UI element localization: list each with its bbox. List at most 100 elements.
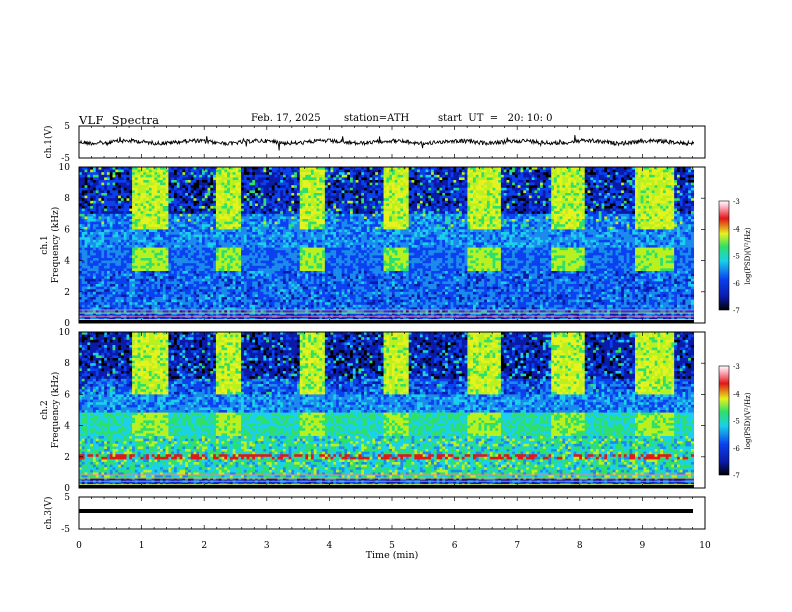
spectrogram-cell xyxy=(154,221,158,225)
spectrogram-cell xyxy=(115,273,119,277)
spectrogram-cell xyxy=(118,172,122,176)
spectrogram-cell xyxy=(84,255,88,259)
spectrogram-cell xyxy=(174,211,178,215)
spectrogram-cell xyxy=(277,312,281,316)
spectrogram-cell xyxy=(129,284,133,287)
spectrogram-cell xyxy=(176,221,180,225)
spectrogram-cell xyxy=(109,237,113,241)
spectrogram-cell xyxy=(269,237,273,241)
spectrogram-cell xyxy=(193,203,197,207)
spectrogram-cell xyxy=(280,302,284,306)
spectrogram-cell xyxy=(98,291,102,295)
spectrogram-cell xyxy=(210,310,214,313)
spectrogram-cell xyxy=(176,237,180,241)
spectrogram-cell xyxy=(252,265,256,269)
spectrogram-cell xyxy=(137,252,141,256)
spectrogram-cell xyxy=(218,182,222,186)
spectrogram-cell xyxy=(199,221,203,225)
spectrogram-cell xyxy=(229,278,233,282)
spectrogram-cell xyxy=(143,294,147,298)
spectrogram-cell xyxy=(134,242,138,246)
spectrogram-cell xyxy=(132,271,136,274)
spectrogram-cell xyxy=(210,250,214,254)
spectrogram-cell xyxy=(157,172,161,176)
spectrogram-cell xyxy=(109,172,113,176)
spectrogram-cell xyxy=(285,187,289,191)
spectrogram-cell xyxy=(179,200,183,204)
spectrogram-cell xyxy=(193,229,197,233)
spectrogram-cell xyxy=(90,211,94,215)
spectrogram-cell xyxy=(291,255,295,259)
spectrogram-cell xyxy=(271,174,275,178)
spectrogram-cell xyxy=(104,177,108,181)
spectrogram-cell xyxy=(288,297,292,300)
spectrogram-cell xyxy=(157,213,161,217)
spectrogram-cell xyxy=(84,247,88,251)
spectrogram-cell xyxy=(196,250,200,254)
spectrogram-cell xyxy=(137,224,141,228)
spectrogram-cell xyxy=(165,177,169,181)
spectrogram-cell xyxy=(241,291,245,295)
spectrogram-cell xyxy=(199,211,203,215)
spectrogram-cell xyxy=(185,177,189,181)
spectrogram-cell xyxy=(109,198,113,202)
spectrogram-cell xyxy=(79,213,83,217)
spectrogram-cell xyxy=(302,250,306,254)
spectrogram-cell xyxy=(185,206,189,209)
spectrogram-cell xyxy=(207,294,211,298)
spectrogram-cell xyxy=(101,278,105,282)
spectrogram-cell xyxy=(140,273,144,277)
spectrogram-cell xyxy=(257,281,261,285)
spectrogram-cell xyxy=(146,268,150,272)
spectrogram-cell xyxy=(215,208,220,212)
spectrogram-cell xyxy=(132,310,136,313)
spectrogram-cell xyxy=(132,258,136,261)
spectrogram-cell xyxy=(146,195,150,199)
spectrogram-cell xyxy=(162,265,166,269)
spectrogram-cell xyxy=(95,297,99,300)
spectrogram-cell xyxy=(101,310,105,313)
spectrogram-cell xyxy=(199,289,203,293)
spectrogram-cell xyxy=(132,211,136,215)
spectrogram-cell xyxy=(196,221,200,225)
spectrogram-cell xyxy=(291,245,295,248)
spectrogram-cell xyxy=(246,180,250,183)
spectrogram-cell xyxy=(132,250,136,254)
spectrogram-cell xyxy=(118,174,122,178)
spectrogram-cell xyxy=(151,273,155,277)
spectrogram-cell xyxy=(84,258,88,261)
spectrogram-cell xyxy=(232,245,236,248)
spectrogram-cell xyxy=(299,239,303,243)
spectrogram-cell xyxy=(112,291,116,295)
spectrogram-cell xyxy=(282,255,287,259)
spectrogram-cell xyxy=(123,247,127,251)
spectrogram-cell xyxy=(302,200,306,204)
spectrogram-cell xyxy=(269,284,273,287)
spectrogram-cell xyxy=(154,260,158,264)
spectrogram-cell xyxy=(210,226,214,230)
spectrogram-cell xyxy=(269,182,273,186)
spectrogram-cell xyxy=(249,226,253,230)
spectrogram-cell xyxy=(185,278,189,282)
spectrogram-cell xyxy=(190,310,194,313)
spectrogram-cell xyxy=(252,273,256,277)
spectrogram-cell xyxy=(95,224,99,228)
spectrogram-cell xyxy=(224,221,228,225)
spectrogram-cell xyxy=(291,247,295,251)
spectrogram-cell xyxy=(277,286,281,290)
spectrogram-cell xyxy=(229,208,233,212)
spectrogram-cell xyxy=(299,263,303,267)
spectrogram-cell xyxy=(257,297,261,300)
spectrogram-cell xyxy=(146,284,150,287)
spectrogram-cell xyxy=(190,185,194,189)
spectrogram-cell xyxy=(118,263,122,267)
spectrogram-cell xyxy=(201,265,206,269)
spectrogram-cell xyxy=(271,281,275,285)
ch1-waveform-line xyxy=(78,134,695,151)
spectrogram-cell xyxy=(282,198,287,202)
spectrogram-cell xyxy=(176,307,180,311)
spectrogram-cell xyxy=(210,312,214,316)
spectrogram-cell xyxy=(143,206,147,209)
spectrogram-cell xyxy=(146,182,150,186)
spectrogram-cell xyxy=(98,198,102,202)
